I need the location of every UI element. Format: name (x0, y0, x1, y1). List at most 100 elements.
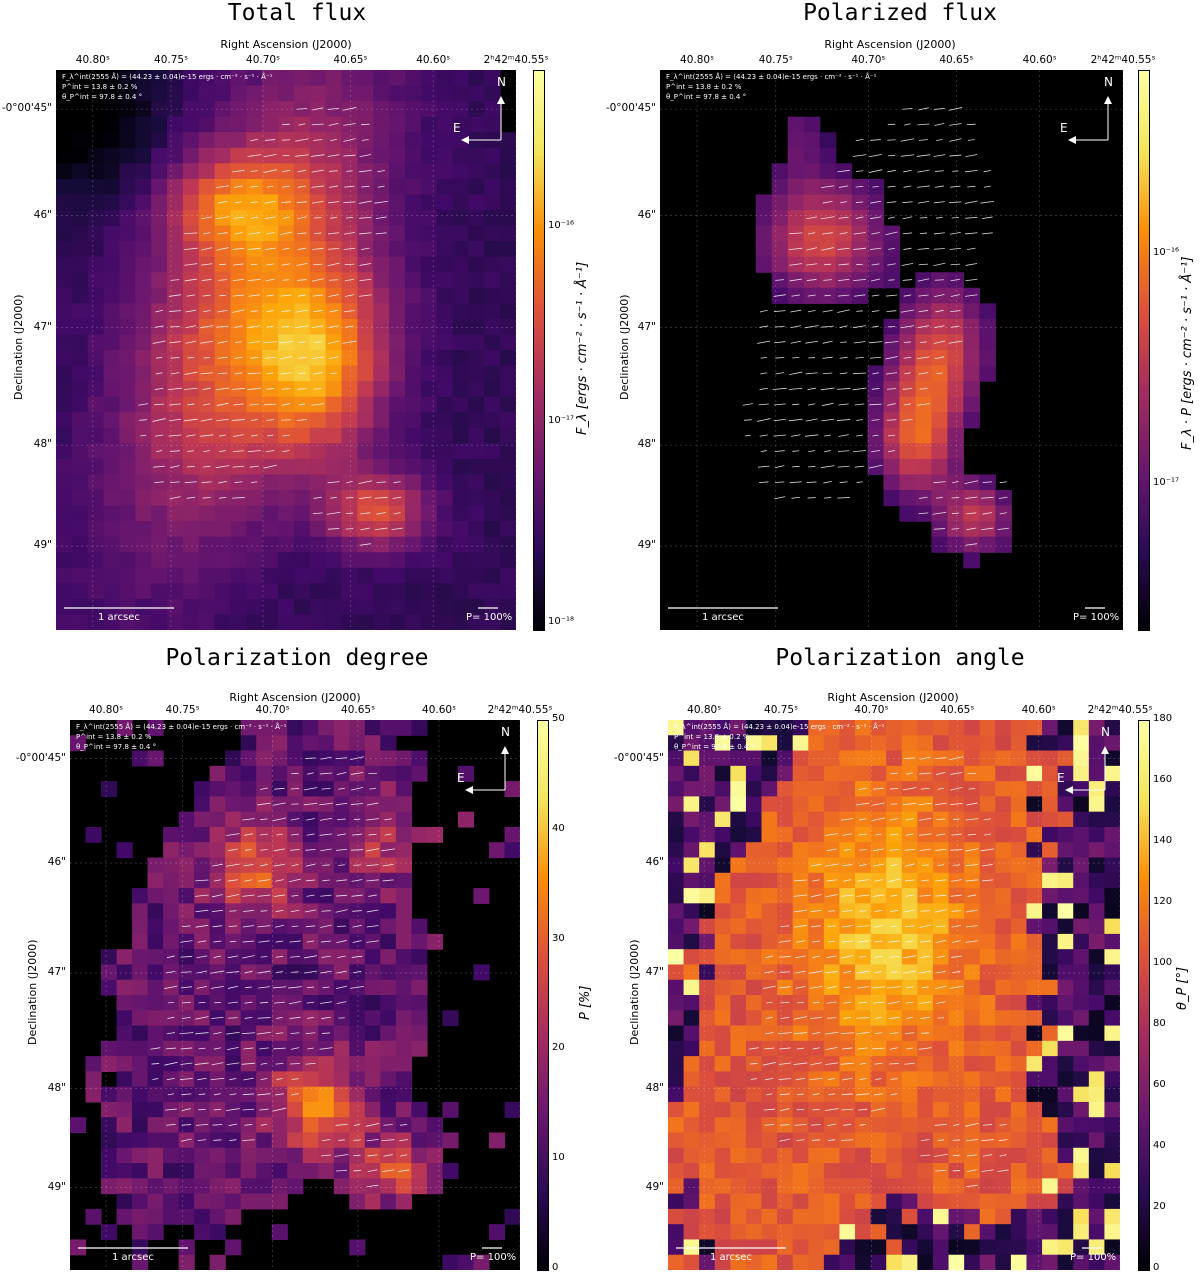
pixel-cell (303, 1087, 319, 1103)
pixel-cell (1011, 1026, 1027, 1042)
pixel-cell (902, 1087, 918, 1103)
pixel-cell (119, 381, 135, 397)
pixel-cell (1026, 1071, 1042, 1087)
pixel-cell (183, 599, 199, 615)
pixel-cell (135, 474, 151, 490)
pixel-cell (762, 781, 778, 797)
pixel-cell (500, 257, 516, 273)
pixel-cell (1011, 903, 1027, 919)
pixel-cell (1058, 1224, 1074, 1240)
pixel-cell (56, 428, 72, 444)
pixel-cell (777, 827, 793, 843)
pixel-cell (931, 443, 948, 459)
pixel-cell (963, 552, 980, 568)
pixel-cell (389, 194, 405, 210)
pixel-cell (1104, 1010, 1120, 1026)
pixel-cell (777, 735, 793, 751)
pixel-cell (902, 735, 918, 751)
pixel-cell (148, 1117, 164, 1133)
pixel-cell (855, 1239, 871, 1255)
pixel-cell (777, 766, 793, 782)
colorbar-tick: 180 (1153, 713, 1172, 724)
pixel-cell (746, 827, 762, 843)
pixel-cell (468, 194, 484, 210)
pixel-cell (453, 428, 469, 444)
pixel-cell (684, 873, 700, 889)
polarization-vector (952, 513, 959, 514)
pixel-cell (167, 117, 183, 133)
pixel-cell (241, 1163, 257, 1179)
pixel-cell (1089, 964, 1105, 980)
pixel-cell (804, 194, 821, 210)
pixel-cell (746, 888, 762, 904)
pixel-cell (373, 148, 389, 164)
pixel-cell (405, 226, 421, 242)
pixel-cell (1089, 980, 1105, 996)
pixel-cell (135, 257, 151, 273)
pixel-cell (326, 70, 342, 86)
pixel-cell (405, 86, 421, 102)
pixel-cell (1011, 1224, 1027, 1240)
colorbar-tick: 40 (552, 823, 565, 834)
polarization-vector (822, 403, 834, 405)
polarization-vector (838, 451, 849, 452)
polarization-vector (808, 310, 815, 312)
pixel-cell (88, 132, 104, 148)
pixel-cell (405, 288, 421, 304)
pixel-cell (772, 257, 789, 273)
pixel-cell (715, 1087, 731, 1103)
pixel-cell (473, 888, 489, 904)
pixel-cell (453, 70, 469, 86)
pixel-cell (411, 1148, 427, 1164)
pixel-cell (1089, 1178, 1105, 1194)
pixel-cell (380, 995, 396, 1011)
pixel-cell (380, 1026, 396, 1042)
y-tick-label: 46" (600, 209, 656, 221)
pixel-cell (1026, 1102, 1042, 1118)
pixel-cell (1058, 796, 1074, 812)
pixel-cell (421, 537, 437, 553)
pixel-cell (135, 568, 151, 584)
polarization-vector (824, 497, 831, 498)
pixel-cell (484, 241, 500, 257)
pixel-cell (933, 735, 949, 751)
pixel-cell (86, 1071, 102, 1087)
pixel-cell (389, 179, 405, 195)
pixel-cell (421, 334, 437, 350)
pixel-cell (389, 412, 405, 428)
pixel-cell (772, 241, 789, 257)
pixel-cell (839, 1255, 855, 1270)
pixel-cell (824, 735, 840, 751)
pixel-cell (1011, 842, 1027, 858)
x-tick-label: 40.80ˢ (680, 54, 714, 66)
pixel-cell (1011, 827, 1027, 843)
x-tick-label: 40.80ˢ (89, 704, 123, 716)
pixel-cell (949, 720, 965, 736)
pixel-cell (135, 537, 151, 553)
pixel-cell (151, 537, 167, 553)
compass-north-label: N (1104, 75, 1113, 89)
pixel-cell (949, 1087, 965, 1103)
pixel-cell (684, 1071, 700, 1087)
pixel-cell (804, 163, 821, 179)
polarization-vector (934, 202, 945, 203)
pixel-cell (484, 381, 500, 397)
pixel-cell (210, 812, 226, 828)
pixel-cell (278, 490, 294, 506)
pixel-cell (437, 194, 453, 210)
pixel-cell (380, 949, 396, 965)
pixel-cell (468, 163, 484, 179)
pixel-cell (746, 1117, 762, 1133)
pixel-cell (119, 132, 135, 148)
polarization-vector (953, 819, 959, 820)
pixel-cell (995, 537, 1012, 553)
pixel-cell (230, 537, 246, 553)
pixel-cell (746, 995, 762, 1011)
pixel-cell (334, 720, 350, 736)
polarization-vector (951, 264, 961, 265)
pixel-cell (151, 179, 167, 195)
polarization-vector (856, 435, 863, 436)
pixel-cell (101, 949, 117, 965)
pixel-cell (684, 1041, 700, 1057)
pixel-cell (163, 1178, 179, 1194)
